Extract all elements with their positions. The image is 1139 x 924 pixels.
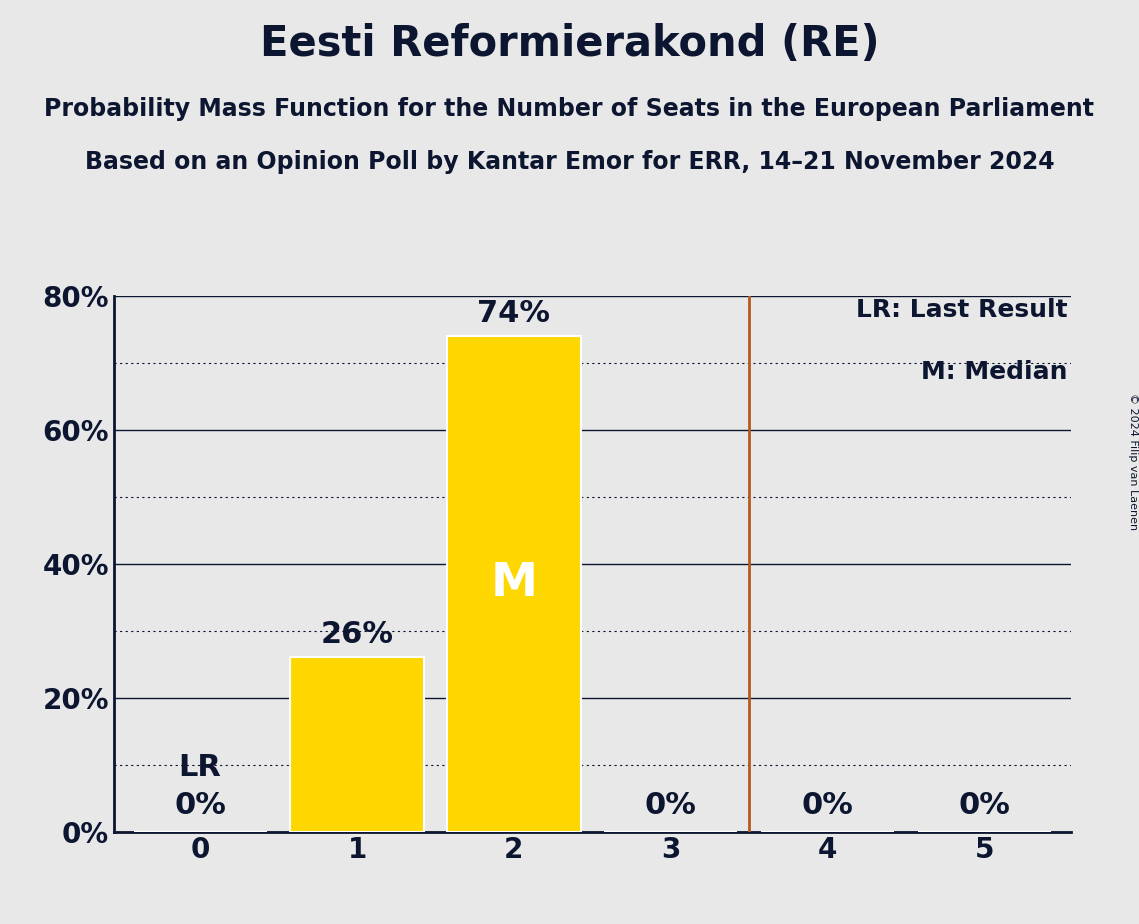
Text: Probability Mass Function for the Number of Seats in the European Parliament: Probability Mass Function for the Number… <box>44 97 1095 121</box>
Text: 26%: 26% <box>320 620 393 650</box>
Text: LR: Last Result: LR: Last Result <box>855 298 1067 322</box>
Text: M: Median: M: Median <box>921 360 1067 384</box>
Bar <box>290 658 424 832</box>
Text: 0%: 0% <box>958 791 1010 820</box>
Text: LR: LR <box>179 753 222 783</box>
Bar <box>448 336 581 832</box>
Text: 0%: 0% <box>645 791 697 820</box>
Text: M: M <box>491 561 538 606</box>
Text: Eesti Reformierakond (RE): Eesti Reformierakond (RE) <box>260 23 879 65</box>
Text: 74%: 74% <box>477 298 550 328</box>
Text: Based on an Opinion Poll by Kantar Emor for ERR, 14–21 November 2024: Based on an Opinion Poll by Kantar Emor … <box>84 150 1055 174</box>
Text: 0%: 0% <box>174 791 227 820</box>
Text: © 2024 Filip van Laenen: © 2024 Filip van Laenen <box>1129 394 1138 530</box>
Text: 0%: 0% <box>802 791 853 820</box>
